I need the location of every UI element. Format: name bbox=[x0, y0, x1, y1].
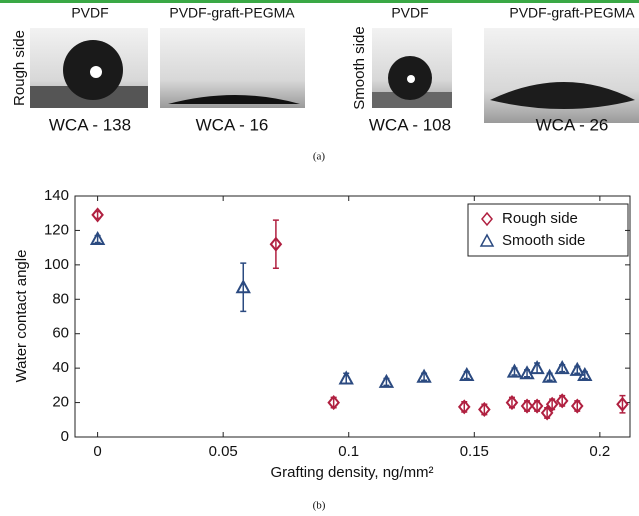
row-label: Rough side bbox=[11, 30, 28, 106]
y-tick-label: 0 bbox=[61, 428, 69, 445]
y-tick-label: 60 bbox=[52, 325, 69, 342]
point bbox=[616, 396, 629, 412]
point bbox=[540, 405, 554, 421]
image-title: PVDF-graft-PEGMA bbox=[169, 5, 295, 21]
error-bar bbox=[240, 262, 247, 313]
point bbox=[541, 368, 558, 383]
legend-label: Smooth side bbox=[502, 232, 585, 249]
point bbox=[91, 207, 104, 223]
y-tick-label: 100 bbox=[44, 256, 69, 273]
x-axis-label: Grafting density, ng/mm² bbox=[270, 464, 433, 481]
image-caption: WCA - 108 bbox=[369, 115, 451, 134]
point bbox=[554, 360, 570, 375]
row-label: Smooth side bbox=[351, 26, 368, 109]
y-tick-label: 140 bbox=[44, 187, 69, 204]
legend-marker bbox=[481, 211, 493, 227]
x-tick-label: 0.15 bbox=[460, 443, 489, 460]
image-caption: WCA - 26 bbox=[536, 115, 609, 134]
panel-caption: (b) bbox=[313, 500, 326, 512]
image-caption: WCA - 16 bbox=[196, 115, 269, 134]
panel-caption: (a) bbox=[313, 151, 326, 163]
point bbox=[89, 230, 106, 246]
point bbox=[338, 370, 354, 385]
x-tick-label: 0.05 bbox=[209, 443, 238, 460]
point bbox=[478, 401, 491, 418]
point bbox=[569, 361, 585, 376]
y-tick-label: 80 bbox=[52, 290, 69, 307]
error-bar bbox=[272, 219, 279, 270]
image-title: PVDF bbox=[71, 5, 108, 21]
point bbox=[459, 366, 475, 382]
point bbox=[529, 360, 545, 375]
y-tick-label: 40 bbox=[52, 359, 69, 376]
image-title: PVDF bbox=[391, 5, 428, 21]
y-tick-label: 120 bbox=[44, 221, 69, 238]
point bbox=[235, 279, 251, 294]
point bbox=[570, 398, 584, 414]
point bbox=[555, 393, 569, 409]
point bbox=[545, 396, 559, 412]
top-rule bbox=[0, 0, 639, 3]
point bbox=[457, 399, 471, 415]
legend-box bbox=[467, 203, 629, 257]
y-axis-label: Water contact angle bbox=[13, 250, 30, 383]
x-tick-label: 0.2 bbox=[589, 443, 610, 460]
point bbox=[505, 395, 519, 411]
x-tick-label: 0 bbox=[93, 443, 101, 460]
y-tick-label: 20 bbox=[52, 394, 69, 411]
point bbox=[577, 366, 593, 382]
point bbox=[506, 363, 523, 378]
image-title: PVDF-graft-PEGMA bbox=[509, 5, 635, 21]
legend-marker bbox=[479, 233, 495, 247]
point bbox=[520, 398, 534, 414]
plot-frame bbox=[74, 195, 631, 438]
point bbox=[269, 236, 283, 252]
point bbox=[327, 395, 340, 411]
droplet-images bbox=[30, 28, 639, 123]
point bbox=[519, 365, 535, 380]
point bbox=[530, 398, 544, 414]
point bbox=[416, 368, 432, 383]
legend-label: Rough side bbox=[502, 210, 578, 227]
point bbox=[378, 373, 395, 388]
x-tick-label: 0.1 bbox=[338, 443, 359, 460]
image-caption: WCA - 138 bbox=[49, 115, 131, 134]
